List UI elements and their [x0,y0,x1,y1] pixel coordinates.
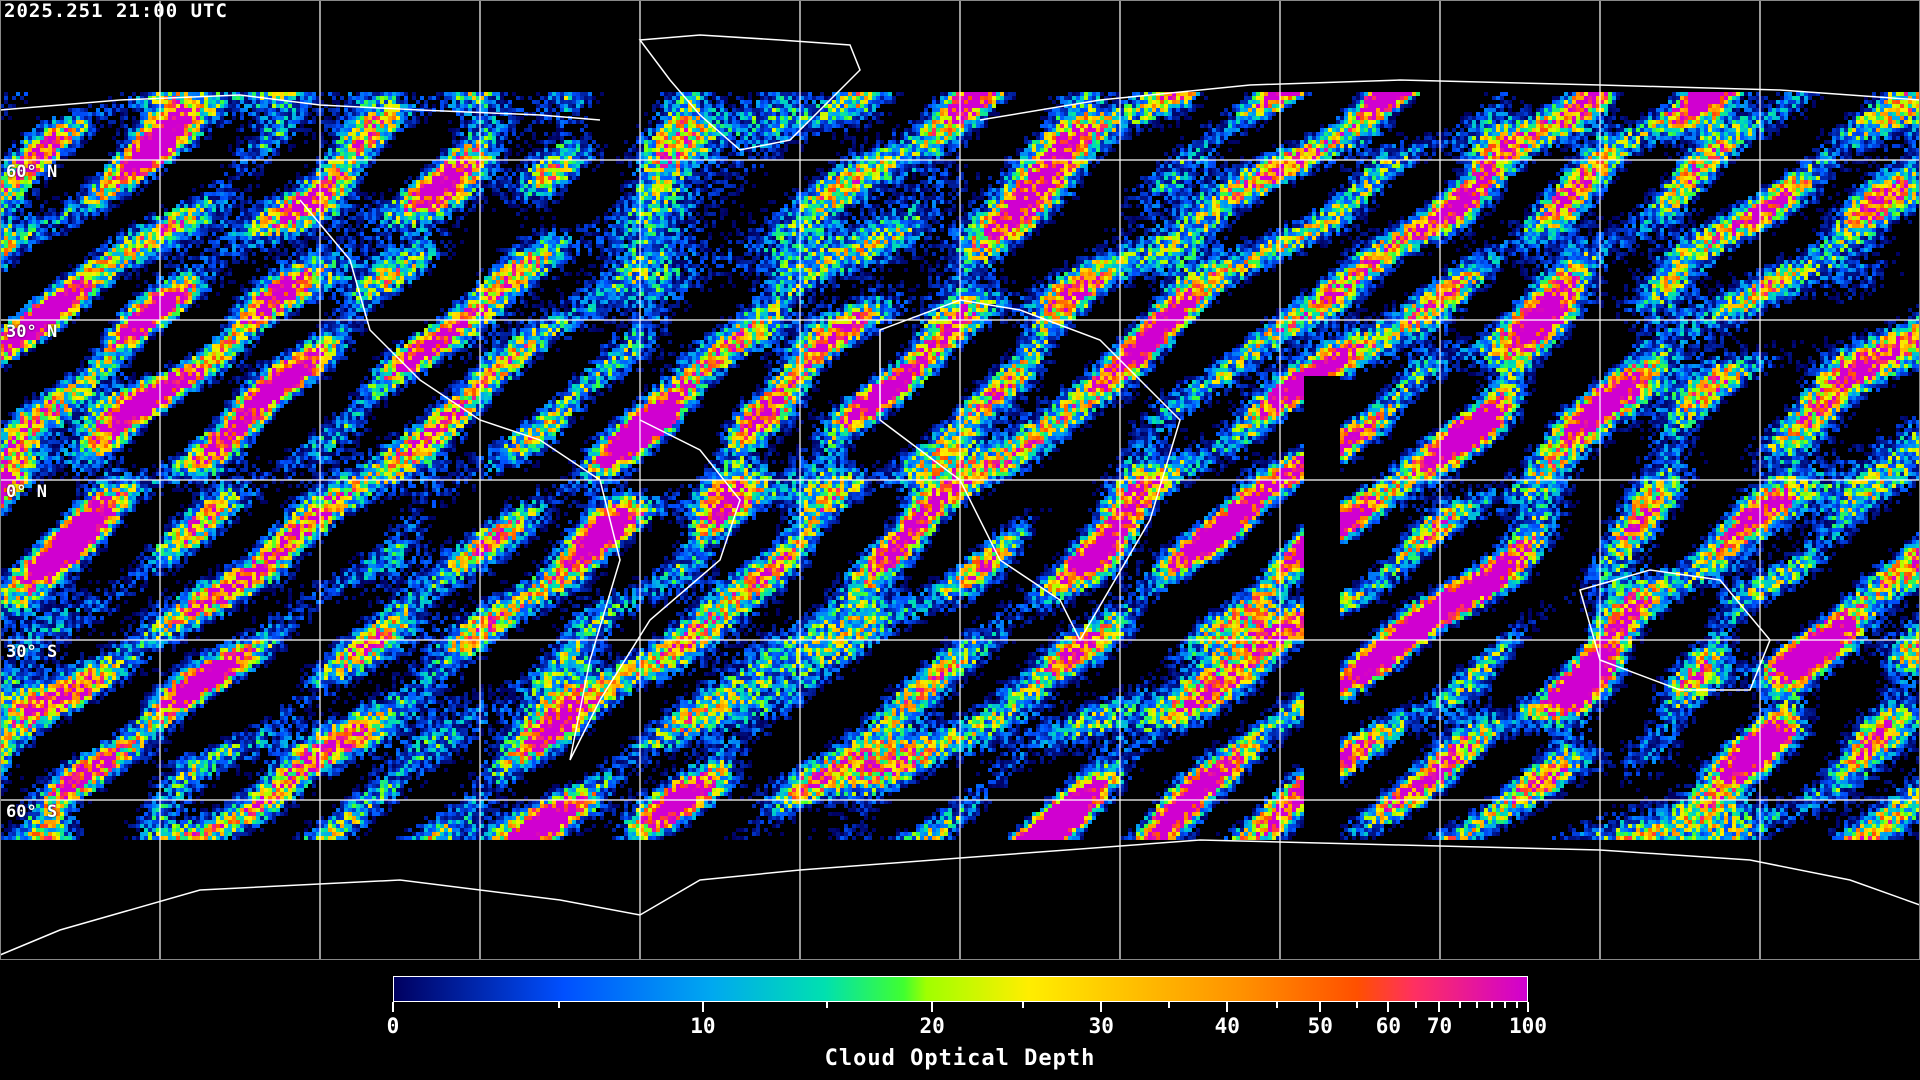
coastline [299,199,741,761]
colorbar-minor-tick [1355,1002,1358,1008]
colorbar-title: Cloud Optical Depth [824,1046,1096,1071]
colorbar-minor-tick [1515,1002,1518,1008]
colorbar-minor-tick [1414,1002,1417,1008]
colorbar-tick-label: 30 [1088,1014,1114,1038]
colorbar-major-tick [701,1002,704,1012]
colorbar-minor-tick [1458,1002,1461,1008]
timestamp-title: 2025.251 21:00 UTC [4,0,228,22]
colorbar-major-tick [1438,1002,1441,1012]
colorbar-major-tick [1527,1002,1529,1012]
colorbar-tick-label: 60 [1375,1014,1402,1038]
colorbar-minor-tick [557,1002,560,1008]
colorbar-tick-label: 40 [1214,1014,1240,1038]
lat-label-60n: 60° N [6,162,58,182]
colorbar-tick-label: 0 [386,1014,400,1038]
colorbar-major-tick [1100,1002,1103,1012]
colorbar-tick-label: 20 [919,1014,945,1038]
colorbar-minor-tick [1504,1002,1507,1008]
lat-label-30s: 30° S [6,642,58,662]
colorbar-ticks: 0 10 20 30 40 50 60 70 100 [387,1002,1547,1042]
colorbar-tick-label: 50 [1307,1014,1333,1038]
colorbar-minor-tick [825,1002,828,1008]
colorbar-minor-tick [1168,1002,1171,1008]
colorbar-major-tick [931,1002,934,1012]
colorbar-tick-label: 70 [1426,1014,1453,1038]
colorbar-major-tick [1226,1002,1229,1012]
colorbar [393,976,1528,1002]
cloud-optical-depth-map: 60° N 30° N 0° N 30° S 60° S [0,0,1920,960]
coastline [879,299,1181,642]
colorbar-minor-tick [1021,1002,1024,1008]
lat-label-30n: 30° N [6,322,58,342]
colorbar-tick-label: 100 [1509,1014,1547,1038]
colorbar-minor-tick [1276,1002,1279,1008]
lat-label-60s: 60° S [6,802,58,822]
colorbar-major-tick [1319,1002,1322,1012]
colorbar-tick-label: 10 [690,1014,716,1038]
graticule-and-coastlines [0,0,1920,960]
coastline [1579,569,1771,691]
coastline [638,34,861,151]
colorbar-major-tick [1387,1002,1390,1012]
colorbar-major-tick [392,1002,394,1012]
colorbar-minor-tick [1490,1002,1493,1008]
colorbar-minor-tick [1475,1002,1478,1008]
lat-label-0n: 0° N [6,482,47,502]
